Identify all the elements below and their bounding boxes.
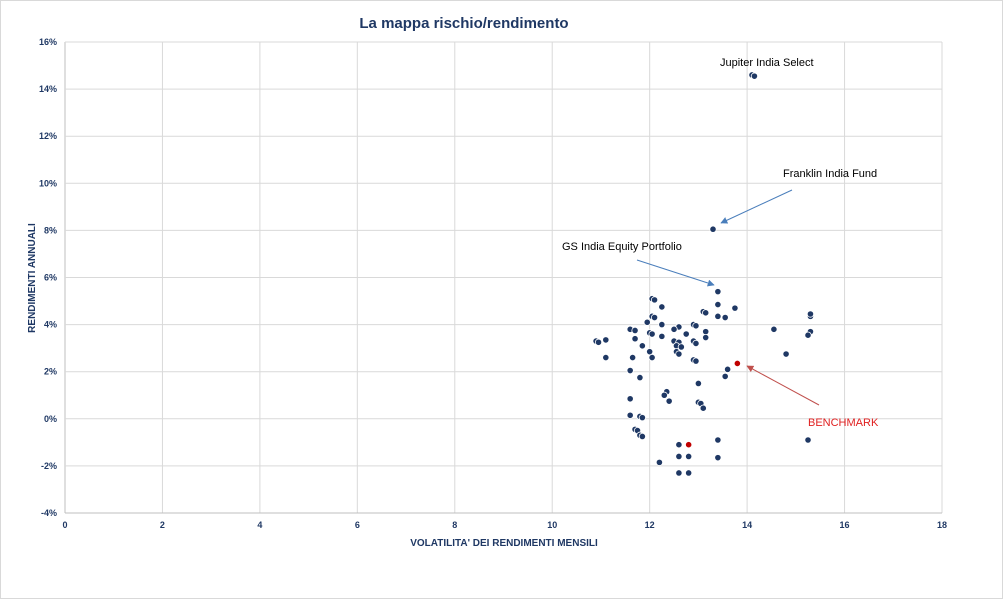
y-axis-label: RENDIMENTI ANNUALI <box>27 223 38 333</box>
data-point <box>702 309 710 317</box>
annotation-benchmark: BENCHMARK <box>808 417 879 429</box>
data-point <box>675 441 683 449</box>
y-tick-label: 6% <box>44 273 57 283</box>
x-tick-label: 12 <box>645 520 655 530</box>
data-point <box>650 313 659 322</box>
benchmark-point <box>733 359 741 368</box>
chart-title: La mappa rischio/rendimento <box>359 15 568 32</box>
data-point <box>721 372 729 381</box>
y-tick-label: -4% <box>41 508 57 518</box>
y-axis-ticks: -4% -2% 0% 2% 4% 6% 8% 10% 12% 14% 16% <box>39 37 57 518</box>
arrow-benchmark <box>746 365 820 406</box>
x-tick-label: 16 <box>840 520 850 530</box>
data-point <box>804 436 812 444</box>
data-point <box>658 303 666 311</box>
data-point <box>699 404 707 412</box>
data-point <box>638 342 646 350</box>
arrow-franklin <box>720 189 793 224</box>
x-tick-label: 18 <box>937 520 947 530</box>
data-point <box>770 325 778 333</box>
data-point <box>670 325 678 333</box>
data-point <box>626 366 634 375</box>
x-tick-label: 4 <box>257 520 262 530</box>
data-point <box>594 338 603 346</box>
data-point <box>724 365 732 373</box>
data-point <box>714 454 722 462</box>
y-tick-label: 12% <box>39 131 57 141</box>
x-tick-label: 8 <box>452 520 457 530</box>
data-point <box>629 353 637 362</box>
data-point <box>692 339 700 348</box>
data-point <box>631 335 639 343</box>
y-tick-label: -2% <box>41 461 57 471</box>
data-point <box>750 72 759 80</box>
data-point <box>685 469 693 477</box>
x-tick-label: 6 <box>355 520 360 530</box>
data-point <box>709 225 717 233</box>
data-point <box>636 373 644 382</box>
data-point <box>721 313 729 322</box>
data-point <box>731 304 739 312</box>
data-point <box>658 332 666 340</box>
x-axis-label: VOLATILITA' DEI RENDIMENTI MENSILI <box>410 538 598 549</box>
y-tick-label: 16% <box>39 37 57 47</box>
data-point <box>658 320 666 329</box>
data-point <box>646 348 654 356</box>
data-point <box>602 353 610 362</box>
data-point <box>675 469 683 477</box>
data-point <box>677 343 685 351</box>
data-point <box>665 397 673 405</box>
data-point <box>692 322 700 330</box>
y-tick-label: 0% <box>44 414 57 424</box>
y-tick-label: 14% <box>39 84 57 94</box>
data-point <box>694 379 702 388</box>
data-point <box>714 312 722 320</box>
data-point <box>602 336 610 344</box>
data-point <box>626 395 634 403</box>
data-point <box>692 357 700 365</box>
data-point <box>648 353 656 362</box>
data-point <box>782 350 790 358</box>
annotation-franklin: Franklin India Fund <box>783 168 877 180</box>
data-point <box>650 296 659 304</box>
y-tick-label: 8% <box>44 225 57 235</box>
data-point <box>685 452 693 461</box>
y-tick-label: 4% <box>44 320 57 330</box>
data-point <box>675 350 683 358</box>
data-point <box>675 452 683 461</box>
x-tick-label: 14 <box>742 520 752 530</box>
data-point <box>638 414 646 422</box>
data-point <box>714 436 722 444</box>
y-tick-label: 2% <box>44 367 57 377</box>
data-point <box>626 411 634 419</box>
benchmark-point <box>685 441 693 449</box>
data-point <box>804 331 812 339</box>
data-point <box>714 288 722 296</box>
y-tick-label: 10% <box>39 178 57 188</box>
data-point <box>631 326 639 335</box>
data-points <box>592 71 815 477</box>
data-point <box>660 391 668 399</box>
annotation-gs-india: GS India Equity Portfolio <box>562 241 682 253</box>
data-point <box>682 330 690 338</box>
data-point <box>648 330 656 338</box>
x-tick-label: 2 <box>160 520 165 530</box>
annotation-jupiter: Jupiter India Select <box>720 57 814 69</box>
data-point <box>655 458 664 466</box>
data-point <box>638 432 646 441</box>
data-point <box>702 333 710 342</box>
data-point <box>702 328 710 336</box>
data-point <box>714 300 722 309</box>
data-point <box>643 318 651 326</box>
gridlines <box>64 41 943 514</box>
x-tick-label: 0 <box>62 520 67 530</box>
arrow-gs-india <box>636 259 715 287</box>
data-point <box>806 310 815 318</box>
x-tick-label: 10 <box>547 520 557 530</box>
x-axis-ticks: 0 2 4 6 8 10 12 14 16 18 <box>62 520 947 530</box>
